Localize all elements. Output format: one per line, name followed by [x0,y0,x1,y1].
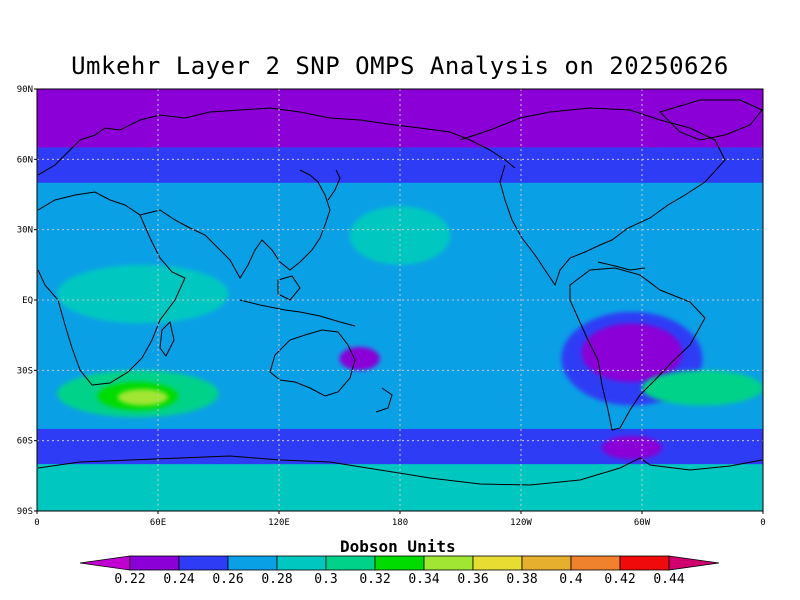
coast-africa [37,191,186,386]
colorbar-segment [227,555,278,571]
coast-arabia-india [139,169,331,279]
coast-antarctica [37,455,763,486]
coast-indonesia [239,299,356,327]
colorbar-label: 0.34 [408,572,439,587]
x-tick-label: 0 [34,518,39,528]
coast-madagascar [159,321,175,357]
coast-eurasia [37,107,516,176]
y-tick-label: 90S [17,507,33,517]
x-tick-label: 120E [268,518,290,528]
colorbar-segment [79,555,131,571]
field-region-10 [581,323,683,383]
field-region-11 [601,435,663,460]
colorbar-segment [276,555,327,571]
coast-new-zealand [375,387,393,413]
field-region-12 [339,346,380,371]
coast-borneo [277,275,301,301]
field-region-13 [642,370,763,406]
colorbar-label: 0.44 [653,572,684,587]
colorbar-label: 0.36 [457,572,488,587]
y-tick-label: 60N [17,155,33,165]
y-tick-label: 30N [17,226,33,236]
grid-lines [37,89,763,511]
colorbar-segment [472,555,523,571]
coast-north-america [459,107,726,287]
x-tick-label: 60W [634,518,651,528]
colorbar-title: Dobson Units [340,537,456,556]
field-region-0 [37,89,763,148]
colorbar-label: 0.24 [163,572,194,587]
x-tick-label: 60E [150,518,166,528]
colorbar-segment [668,555,720,571]
y-tick-label: EQ [22,296,33,306]
colorbar-label: 0.26 [212,572,243,587]
y-tick-label: 60S [17,437,33,447]
colorbar-label: 0.3 [314,572,337,587]
field-region-4 [57,264,229,324]
colorbar-segment [619,555,670,571]
y-axis: 90N 60N 30N EQ 30S 60S 90S [17,85,37,517]
coast-australia [269,329,356,397]
colorbar-segment [521,555,572,571]
colorbar-segment [178,555,229,571]
colorbar-label: 0.4 [559,572,583,587]
chart-title: Umkehr Layer 2 SNP OMPS Analysis on 2025… [71,52,729,80]
x-tick-label: 180 [392,518,408,528]
colorbar-segment [325,555,376,571]
coast-greenland [659,99,763,141]
y-tick-label: 30S [17,366,33,376]
colorbar-label: 0.22 [114,572,145,587]
colorbar-label: 0.28 [261,572,292,587]
colorbar-label: 0.38 [506,572,537,587]
colorbar: 0.22 0.24 0.26 0.28 0.3 0.32 0.34 0.36 0.38 0.4 0.… [79,555,720,587]
coast-south-america [569,267,706,431]
colorbar-segment [374,555,425,571]
field-region-7 [117,389,169,406]
x-tick-label: 0 [760,518,765,528]
colorbar-label: 0.32 [359,572,390,587]
colorbar-label: 0.42 [604,572,635,587]
colorbar-segment [129,555,180,571]
coast-caribbean [597,261,646,271]
x-axis: 0 60E 120E 180 120W 60W 0 [34,511,766,528]
y-tick-label: 90N [17,85,33,95]
x-tick-label: 120W [510,518,532,528]
coastlines [37,99,763,486]
field-region-2 [37,464,763,511]
colorbar-segment [423,555,474,571]
coast-japan [327,169,341,201]
colorbar-segment [570,555,621,571]
